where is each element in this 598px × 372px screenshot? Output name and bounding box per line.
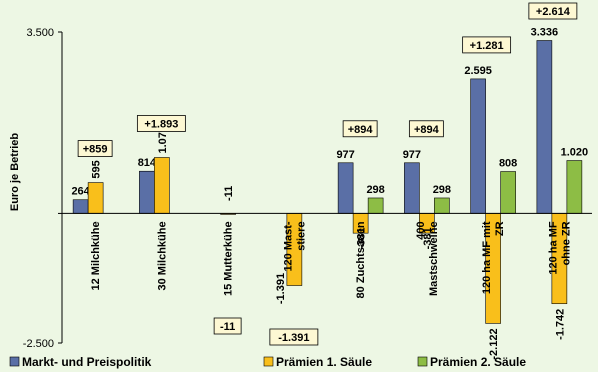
data-label: 1.020 bbox=[561, 147, 589, 159]
category-label: 120 ha MF mitZR bbox=[481, 221, 506, 294]
total-label: +2.614 bbox=[536, 6, 571, 18]
bar-1 bbox=[536, 40, 553, 214]
category-label-line: ohne ZR bbox=[560, 221, 572, 265]
category-label-line: 15 Mutterkühe bbox=[223, 221, 235, 296]
data-label: -1.391 bbox=[275, 273, 287, 304]
bar-3 bbox=[367, 197, 384, 214]
bar-1 bbox=[139, 170, 155, 214]
data-label: 298 bbox=[366, 184, 384, 196]
bar-2 bbox=[87, 182, 104, 214]
legend-label: Prämien 2. Säule bbox=[430, 355, 526, 369]
category-label-line: stiere bbox=[295, 221, 307, 250]
data-label: 264 bbox=[71, 186, 90, 198]
total-box bbox=[528, 2, 578, 20]
y-tick-label: -2.500 bbox=[23, 338, 54, 350]
data-label: 977 bbox=[336, 149, 354, 161]
category-label-line: 120 ha MF bbox=[547, 221, 559, 274]
total-label: +1.281 bbox=[470, 40, 504, 52]
category-label-line: 30 Milchkühe bbox=[156, 221, 168, 290]
total-label: +859 bbox=[83, 144, 108, 156]
data-label: 977 bbox=[403, 149, 421, 161]
category-label-line: 120 Mast- bbox=[282, 221, 294, 271]
total-box bbox=[342, 120, 378, 138]
bar-3 bbox=[566, 160, 583, 214]
total-box bbox=[408, 120, 444, 138]
legend-swatch bbox=[9, 356, 20, 367]
total-box bbox=[213, 317, 242, 335]
legend-label: Prämien 1. Säule bbox=[276, 355, 372, 369]
bar-3 bbox=[434, 197, 450, 214]
data-label: -381 bbox=[422, 227, 434, 249]
category-label-line: ZR bbox=[494, 221, 506, 236]
legend-label: Markt- und Preispolitik bbox=[22, 355, 152, 369]
total-box bbox=[462, 36, 512, 54]
total-label: +894 bbox=[348, 124, 374, 136]
total-label: +1.893 bbox=[144, 118, 178, 130]
category-label: 120 Mast-stiere bbox=[282, 221, 307, 271]
bar-1 bbox=[470, 78, 486, 214]
legend: Markt- und Preispolitik Prämien 1. Säule P… bbox=[9, 355, 526, 369]
category-label-line: 12 Milchkühe bbox=[90, 221, 102, 290]
category-label-line: 400 bbox=[415, 221, 427, 239]
category-label: 80 Zuchtsauen bbox=[355, 221, 367, 298]
y-axis-title: Euro je Betrieb bbox=[9, 133, 21, 212]
total-box bbox=[77, 140, 113, 157]
data-label: -11 bbox=[223, 186, 235, 201]
data-label: 3.336 bbox=[531, 27, 559, 39]
y-tick-label: 3.500 bbox=[26, 27, 54, 39]
total-label: -11 bbox=[220, 321, 235, 333]
bar-1 bbox=[404, 162, 420, 214]
total-label: +894 bbox=[414, 124, 440, 136]
bar-1 bbox=[337, 162, 354, 214]
category-label-line: Mastschweine bbox=[428, 221, 440, 296]
legend-swatch bbox=[263, 356, 274, 367]
data-label: -2.122 bbox=[488, 328, 500, 359]
category-label: 120 ha MFohne ZR bbox=[547, 221, 572, 274]
data-label: 2.595 bbox=[464, 65, 492, 77]
category-label: 30 Milchkühe bbox=[156, 221, 168, 290]
category-label: 12 Milchkühe bbox=[90, 221, 102, 290]
legend-swatch bbox=[417, 356, 428, 367]
category-label-line: 80 Zuchtsauen bbox=[355, 221, 367, 298]
data-label: 814 bbox=[138, 157, 157, 169]
data-label: -1.742 bbox=[554, 309, 566, 340]
category-label-line: 120 ha MF mit bbox=[481, 221, 493, 294]
bar-3 bbox=[500, 171, 516, 214]
data-label: 808 bbox=[499, 158, 517, 170]
bar-1 bbox=[72, 199, 89, 214]
data-label: 1.079 bbox=[157, 126, 169, 154]
total-box bbox=[269, 328, 319, 346]
total-box bbox=[136, 115, 186, 132]
total-label: -1.391 bbox=[278, 332, 309, 344]
category-label: 15 Mutterkühe bbox=[223, 221, 235, 296]
data-label: 595 bbox=[91, 160, 103, 178]
data-label: 298 bbox=[433, 184, 451, 196]
category-label: 400Mastschweine bbox=[415, 221, 440, 296]
data-label: -381 bbox=[356, 227, 368, 249]
bar-2 bbox=[154, 157, 170, 214]
